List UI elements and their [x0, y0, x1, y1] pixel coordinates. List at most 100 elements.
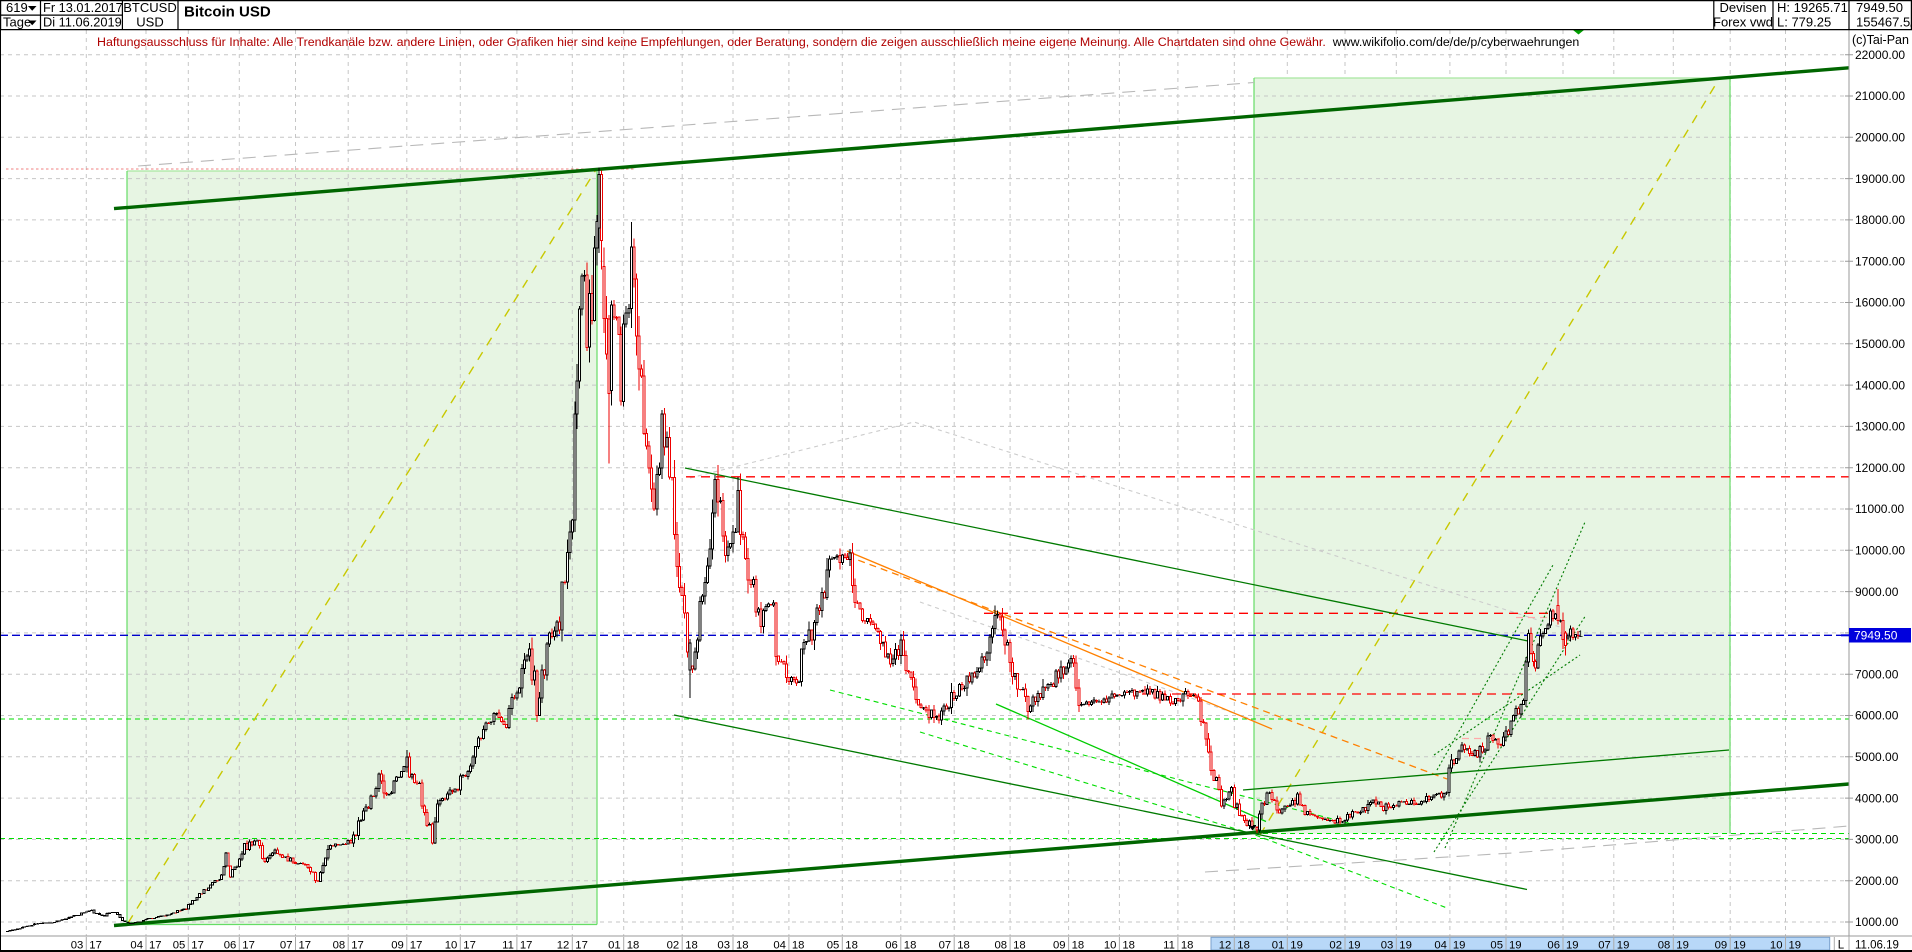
svg-text:08: 08: [333, 940, 346, 952]
svg-text:7949.50: 7949.50: [1854, 629, 1898, 643]
svg-text:18: 18: [845, 940, 858, 952]
svg-text:17: 17: [520, 940, 533, 952]
svg-text:06: 06: [1547, 940, 1560, 952]
svg-text:07: 07: [939, 940, 952, 952]
svg-text:04: 04: [773, 940, 786, 952]
svg-text:17: 17: [89, 940, 102, 952]
svg-text:09: 09: [1715, 940, 1728, 952]
svg-text:17: 17: [299, 940, 312, 952]
svg-text:19: 19: [1733, 940, 1746, 952]
svg-text:10000.00: 10000.00: [1855, 544, 1905, 558]
svg-text:04: 04: [1434, 940, 1447, 952]
svg-text:Devisen: Devisen: [1720, 0, 1767, 15]
svg-text:H: 19265.71: H: 19265.71: [1777, 0, 1848, 15]
svg-text:17: 17: [463, 940, 476, 952]
svg-text:11000.00: 11000.00: [1855, 502, 1904, 516]
svg-text:17: 17: [149, 940, 162, 952]
svg-text:L: 779.25: L: 779.25: [1777, 15, 1831, 30]
svg-text:9000.00: 9000.00: [1855, 585, 1899, 599]
svg-text:Haftungsausschluss für Inhalte: Haftungsausschluss für Inhalte: Alle Tre…: [97, 35, 1579, 49]
svg-text:16000.00: 16000.00: [1855, 296, 1905, 310]
svg-text:18: 18: [1013, 940, 1026, 952]
svg-text:Forex vwd: Forex vwd: [1713, 15, 1773, 30]
svg-text:21000.00: 21000.00: [1855, 89, 1905, 103]
svg-text:03: 03: [71, 940, 84, 952]
svg-text:18: 18: [685, 940, 698, 952]
svg-text:19: 19: [1509, 940, 1522, 952]
svg-text:01: 01: [1272, 940, 1285, 952]
svg-text:22000.00: 22000.00: [1855, 48, 1905, 62]
svg-text:619: 619: [6, 0, 28, 15]
svg-text:Fr 13.01.2017: Fr 13.01.2017: [43, 0, 123, 15]
svg-text:19: 19: [1453, 940, 1466, 952]
svg-text:10: 10: [445, 940, 458, 952]
svg-text:4000.00: 4000.00: [1855, 791, 1899, 805]
svg-text:12: 12: [557, 940, 570, 952]
svg-text:7000.00: 7000.00: [1855, 667, 1899, 681]
svg-text:18: 18: [1237, 940, 1250, 952]
svg-text:18: 18: [1072, 940, 1085, 952]
svg-text:05: 05: [827, 940, 840, 952]
svg-text:06: 06: [885, 940, 898, 952]
svg-text:USD: USD: [136, 15, 163, 30]
svg-text:09: 09: [391, 940, 404, 952]
svg-text:18: 18: [1181, 940, 1194, 952]
svg-text:5000.00: 5000.00: [1855, 750, 1899, 764]
svg-text:18000.00: 18000.00: [1855, 213, 1905, 227]
svg-text:07: 07: [280, 940, 293, 952]
svg-text:19: 19: [1348, 940, 1361, 952]
svg-text:13000.00: 13000.00: [1855, 420, 1905, 434]
svg-text:08: 08: [1658, 940, 1671, 952]
svg-text:08: 08: [995, 940, 1008, 952]
svg-text:17: 17: [191, 940, 204, 952]
svg-text:18: 18: [904, 940, 917, 952]
svg-text:11.06.19: 11.06.19: [1855, 939, 1899, 951]
svg-text:19: 19: [1617, 940, 1630, 952]
svg-text:BTCUSD: BTCUSD: [123, 0, 176, 15]
svg-text:6000.00: 6000.00: [1855, 709, 1899, 723]
svg-text:18: 18: [627, 940, 640, 952]
svg-text:18: 18: [1122, 940, 1135, 952]
svg-text:11: 11: [1163, 940, 1175, 952]
svg-text:Tage: Tage: [3, 15, 31, 30]
svg-text:09: 09: [1053, 940, 1066, 952]
svg-text:2000.00: 2000.00: [1855, 874, 1899, 888]
svg-text:14000.00: 14000.00: [1855, 378, 1905, 392]
svg-text:18: 18: [736, 940, 749, 952]
svg-text:19: 19: [1399, 940, 1412, 952]
svg-text:19: 19: [1789, 940, 1802, 952]
svg-text:01: 01: [608, 940, 621, 952]
svg-text:05: 05: [173, 940, 186, 952]
svg-text:19: 19: [1290, 940, 1303, 952]
svg-text:17: 17: [410, 940, 423, 952]
svg-text:10: 10: [1770, 940, 1783, 952]
svg-text:06: 06: [224, 940, 237, 952]
svg-text:15000.00: 15000.00: [1855, 337, 1905, 351]
svg-text:17000.00: 17000.00: [1855, 254, 1905, 268]
svg-text:05: 05: [1490, 940, 1503, 952]
svg-text:17: 17: [575, 940, 588, 952]
svg-text:17: 17: [242, 940, 255, 952]
svg-text:L: L: [1838, 939, 1845, 951]
svg-text:155467.5/: 155467.5/: [1856, 15, 1912, 30]
svg-text:18: 18: [957, 940, 970, 952]
svg-text:07: 07: [1598, 940, 1611, 952]
svg-text:02: 02: [1329, 940, 1342, 952]
svg-text:Bitcoin USD: Bitcoin USD: [184, 4, 271, 21]
svg-text:19000.00: 19000.00: [1855, 172, 1905, 186]
svg-text:20000.00: 20000.00: [1855, 131, 1905, 145]
svg-text:1: 1: [1578, 629, 1583, 639]
svg-text:02: 02: [667, 940, 680, 952]
svg-text:1000.00: 1000.00: [1855, 915, 1899, 929]
svg-text:18: 18: [792, 940, 805, 952]
svg-text:04: 04: [130, 940, 143, 952]
svg-text:(c)Tai-Pan: (c)Tai-Pan: [1852, 33, 1909, 47]
svg-text:12000.00: 12000.00: [1855, 461, 1905, 475]
svg-text:Di 11.06.2019: Di 11.06.2019: [43, 15, 122, 30]
svg-text:3000.00: 3000.00: [1855, 833, 1899, 847]
svg-text:17: 17: [351, 940, 364, 952]
svg-text:10: 10: [1104, 940, 1117, 952]
svg-text:03: 03: [1381, 940, 1394, 952]
svg-text:19: 19: [1676, 940, 1689, 952]
svg-text:03: 03: [717, 940, 730, 952]
